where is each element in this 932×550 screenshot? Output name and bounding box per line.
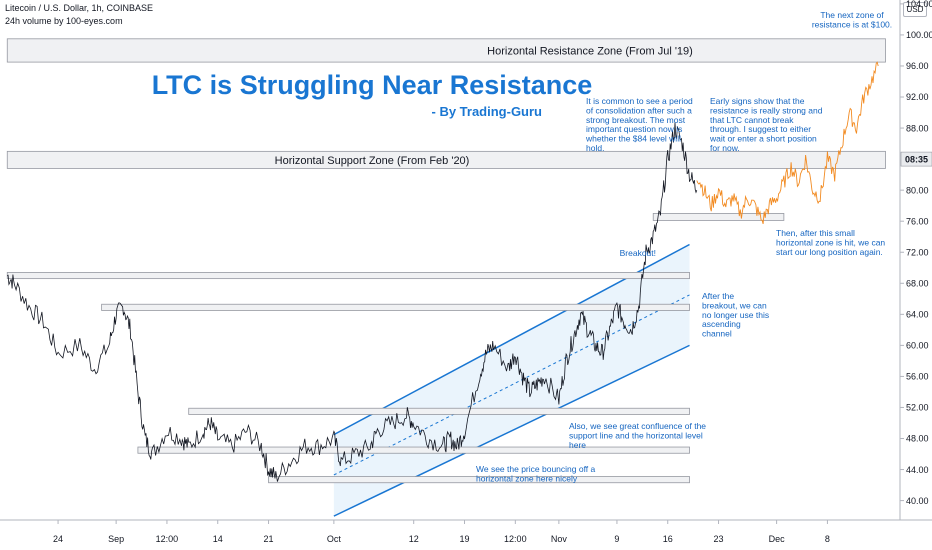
- annotation-line: ascending: [702, 319, 741, 329]
- channel-middle-line: [333, 294, 690, 476]
- series-layer: [7, 61, 879, 482]
- y-tick-label: 100.00: [906, 30, 932, 40]
- x-tick-label: 16: [663, 534, 673, 544]
- zone-0: [6, 38, 886, 63]
- annotation-line: start our long position again.: [776, 247, 883, 257]
- annotation-line: Then, after this small: [776, 228, 855, 238]
- annotation-line: We see the price bouncing off a: [476, 464, 596, 474]
- channel-lower-line: [333, 344, 690, 517]
- y-tick-label: 104.00: [906, 0, 932, 9]
- zone-6: [137, 446, 690, 454]
- zone-1: [6, 150, 886, 169]
- zone-5: [188, 407, 690, 415]
- annotation-line: resistance is really strong and: [710, 105, 823, 115]
- x-tick-label: Sep: [108, 534, 124, 544]
- annotation-line: whether the $84 level will: [585, 134, 681, 144]
- annotation-bouncing: We see the price bouncing off a horizonta…: [476, 464, 596, 483]
- y-tick-label: 52.00: [906, 403, 929, 413]
- currency-badge[interactable]: USD: [903, 2, 927, 17]
- y-tick-label: 92.00: [906, 92, 929, 102]
- y-tick-label: 60.00: [906, 341, 929, 351]
- annotation-early-signs: Early signs show that the resistance is r…: [709, 96, 823, 153]
- y-tick-label: 80.00: [906, 185, 929, 195]
- horizontal-zones: Horizontal Resistance Zone (From Jul '19…: [6, 38, 886, 484]
- current-price-badge: [900, 151, 932, 167]
- y-tick-label: 40.00: [906, 496, 929, 506]
- y-tick-label: 88.00: [906, 123, 929, 133]
- annotation-line: here: [569, 440, 586, 450]
- x-tick-label: 9: [614, 534, 619, 544]
- annotation-breakout: Breakout!: [620, 248, 656, 258]
- annotation-line: support line and the horizontal level: [569, 430, 703, 440]
- x-tick-label: 19: [460, 534, 470, 544]
- zone-label-0: Horizontal Resistance Zone (From Jul '19…: [487, 45, 693, 57]
- y-tick-label: 72.00: [906, 247, 929, 257]
- annotation-line: resistance is at $100.: [812, 19, 892, 29]
- annotation-line: strong breakout. The most: [586, 115, 686, 125]
- zone-3: [6, 272, 690, 280]
- annotation-line: horizontal zone is hit, we can: [776, 237, 885, 247]
- y-tick-label: 44.00: [906, 465, 929, 475]
- volume-line: 24h volume by 100-eyes.com: [5, 16, 123, 26]
- annotation-line: wait or enter a short position: [709, 134, 817, 144]
- x-tick-label: 12: [409, 534, 419, 544]
- y-tick-label: 96.00: [906, 61, 929, 71]
- annotation-line: channel: [702, 329, 732, 339]
- price-series-line: [7, 122, 698, 482]
- annotation-long-position: Then, after this small horizontal zone is…: [776, 228, 885, 257]
- x-tick-label: Dec: [769, 534, 786, 544]
- annotation-consolidation: It is common to see a period of consolida…: [585, 96, 693, 153]
- annotation-line: Breakout!: [620, 248, 656, 258]
- annotation-line: through. I suggest to either: [710, 124, 811, 134]
- annotation-line: breakout, we can: [702, 300, 767, 310]
- annotation-line: no longer use this: [702, 310, 769, 320]
- chart-title: LTC is Struggling Near Resistance: [152, 70, 593, 100]
- zone-2: [652, 213, 785, 221]
- y-tick-label: 68.00: [906, 278, 929, 288]
- annotation-next-zone: The next zone of resistance is at $100.: [812, 10, 892, 29]
- annotation-line: hold.: [586, 143, 604, 153]
- annotation-line: It is common to see a period: [586, 96, 693, 106]
- x-tick-label: 24: [53, 534, 63, 544]
- x-tick-label: 8: [825, 534, 830, 544]
- annotation-confluence: Also, we see great confluence of the supp…: [569, 421, 706, 450]
- y-tick-label: 64.00: [906, 310, 929, 320]
- chart-subtitle: - By Trading-Guru: [432, 104, 543, 119]
- zone-4: [101, 303, 690, 311]
- annotation-line: Also, we see great confluence of the: [569, 421, 706, 431]
- annotation-line: The next zone of: [820, 10, 884, 20]
- x-tick-label: 14: [213, 534, 223, 544]
- current-price-label: 08:35: [905, 155, 928, 165]
- symbol-line: Litecoin / U.S. Dollar, 1h, COINBASE: [5, 3, 154, 13]
- annotation-line: Early signs show that the: [710, 96, 805, 106]
- x-tick-label: Oct: [327, 534, 342, 544]
- x-tick-label: 21: [264, 534, 274, 544]
- zone-label-1: Horizontal Support Zone (From Feb '20): [275, 155, 470, 167]
- annotation-after-breakout: After the breakout, we can no longer use t…: [702, 291, 769, 339]
- y-tick-label: 48.00: [906, 434, 929, 444]
- annotation-line: for now.: [710, 143, 740, 153]
- zone-7: [268, 476, 690, 484]
- y-tick-label: 76.00: [906, 216, 929, 226]
- annotation-line: of consolidation after such a: [586, 105, 692, 115]
- text-layer: LTC is Struggling Near Resistance - By Tr…: [152, 10, 892, 483]
- projection-series-line: [696, 61, 879, 225]
- x-tick-label: 23: [714, 534, 724, 544]
- x-tick-label: 12:00: [504, 534, 527, 544]
- annotation-line: that LTC cannot break: [710, 115, 794, 125]
- x-tick-label: 12:00: [156, 534, 179, 544]
- y-tick-label: 56.00: [906, 372, 929, 382]
- annotation-line: After the: [702, 291, 734, 301]
- annotation-line: important question now is: [586, 124, 682, 134]
- annotation-line: horizontal zone here nicely: [476, 473, 578, 483]
- x-tick-label: Nov: [551, 534, 568, 544]
